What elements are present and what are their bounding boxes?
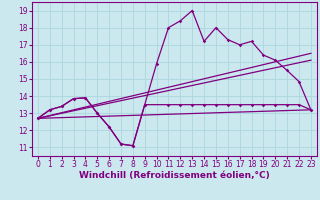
- X-axis label: Windchill (Refroidissement éolien,°C): Windchill (Refroidissement éolien,°C): [79, 171, 270, 180]
